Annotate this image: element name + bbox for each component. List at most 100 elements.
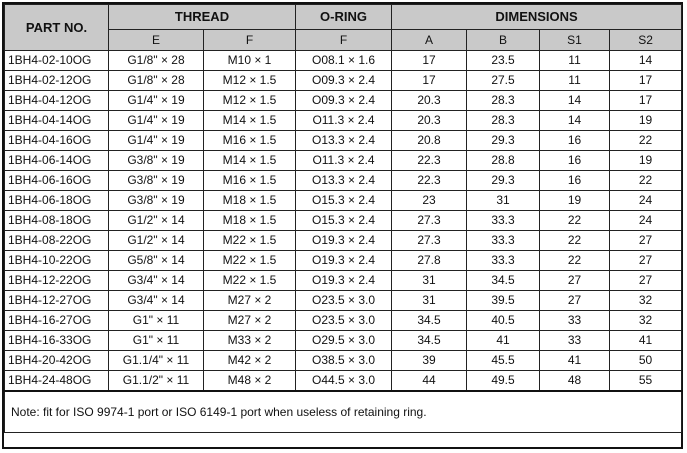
cell-thread-f: M33 × 2 [202, 330, 297, 351]
cell-thread-e: G1/2" × 14 [108, 210, 204, 231]
cell-thread-e: G1.1/2" × 11 [108, 370, 204, 392]
cell-oring-f: O44.5 × 3.0 [295, 370, 393, 392]
cell-dim-a: 34.5 [391, 330, 468, 351]
cell-part-no: 1BH4-08-18OG [4, 210, 109, 231]
cell-dim-a: 39 [391, 350, 468, 371]
cell-part-no: 1BH4-24-48OG [4, 370, 109, 392]
cell-oring-f: O23.5 × 3.0 [295, 310, 393, 331]
cell-part-no: 1BH4-16-33OG [4, 330, 109, 351]
cell-oring-f: O11.3 × 2.4 [295, 110, 393, 131]
table-row: 1BH4-08-18OG G1/2" × 14 M18 × 1.5 O15.3 × 2… [4, 210, 683, 231]
cell-dim-s2: 41 [609, 330, 683, 351]
cell-thread-e: G5/8" × 14 [108, 250, 204, 271]
table-row: 1BH4-10-22OG G5/8" × 14 M22 × 1.5 O19.3 × 2… [4, 250, 683, 271]
header-thread: THREAD [107, 4, 297, 30]
cell-dim-b: 31 [466, 190, 541, 211]
cell-dim-s2: 55 [609, 370, 683, 392]
cell-oring-f: O15.3 × 2.4 [295, 190, 393, 211]
cell-oring-f: O13.3 × 2.4 [295, 130, 393, 151]
cell-part-no: 1BH4-06-14OG [4, 150, 109, 171]
cell-part-no: 1BH4-02-12OG [4, 70, 109, 91]
cell-thread-e: G1" × 11 [108, 330, 204, 351]
cell-thread-f: M42 × 2 [202, 350, 297, 371]
subheader-thread-f: F [202, 29, 297, 51]
cell-thread-e: G1/2" × 14 [108, 230, 204, 251]
cell-thread-f: M16 × 1.5 [202, 130, 297, 151]
cell-dim-s1: 48 [539, 370, 611, 392]
spec-sheet: PART NO. THREAD O-RING DIMENSIONS E F F … [2, 2, 683, 449]
cell-oring-f: O08.1 × 1.6 [295, 50, 393, 71]
cell-thread-f: M27 × 2 [202, 290, 297, 311]
cell-dim-s1: 27 [539, 290, 611, 311]
cell-dim-b: 33.3 [466, 210, 541, 231]
subheader-dim-a: A [391, 29, 468, 51]
cell-dim-s1: 27 [539, 270, 611, 291]
cell-thread-f: M12 × 1.5 [202, 90, 297, 111]
cell-dim-b: 28.3 [466, 90, 541, 111]
table-row: 1BH4-24-48OG G1.1/2" × 11 M48 × 2 O44.5 × 3… [4, 370, 683, 392]
cell-thread-f: M22 × 1.5 [202, 250, 297, 271]
cell-dim-s2: 14 [609, 50, 683, 71]
cell-thread-f: M22 × 1.5 [202, 270, 297, 291]
cell-dim-s1: 22 [539, 210, 611, 231]
cell-dim-s2: 22 [609, 170, 683, 191]
header-oring: O-RING [295, 4, 393, 30]
table-header: PART NO. THREAD O-RING DIMENSIONS E F F … [4, 4, 683, 51]
cell-dim-b: 39.5 [466, 290, 541, 311]
cell-dim-s2: 27 [609, 230, 683, 251]
subheader-dim-b: B [466, 29, 541, 51]
cell-dim-s1: 16 [539, 130, 611, 151]
cell-dim-a: 17 [391, 50, 468, 71]
cell-dim-s2: 24 [609, 190, 683, 211]
cell-dim-a: 23 [391, 190, 468, 211]
table-row: 1BH4-06-14OG G3/8" × 19 M14 × 1.5 O11.3 × 2… [4, 150, 683, 171]
cell-oring-f: O29.5 × 3.0 [295, 330, 393, 351]
cell-oring-f: O11.3 × 2.4 [295, 150, 393, 171]
cell-dim-a: 31 [391, 290, 468, 311]
cell-dim-a: 27.3 [391, 230, 468, 251]
cell-dim-s2: 22 [609, 130, 683, 151]
cell-oring-f: O09.3 × 2.4 [295, 70, 393, 91]
cell-part-no: 1BH4-10-22OG [4, 250, 109, 271]
cell-dim-b: 28.3 [466, 110, 541, 131]
cell-dim-a: 20.3 [391, 90, 468, 111]
cell-thread-f: M12 × 1.5 [202, 70, 297, 91]
cell-dim-b: 29.3 [466, 130, 541, 151]
cell-part-no: 1BH4-08-22OG [4, 230, 109, 251]
cell-thread-f: M18 × 1.5 [202, 190, 297, 211]
cell-thread-e: G1/4" × 19 [108, 130, 204, 151]
cell-dim-s2: 27 [609, 270, 683, 291]
cell-thread-e: G3/8" × 19 [108, 170, 204, 191]
cell-dim-a: 27.8 [391, 250, 468, 271]
cell-thread-e: G1/8" × 28 [108, 70, 204, 91]
cell-dim-s1: 14 [539, 90, 611, 111]
cell-dim-s1: 16 [539, 150, 611, 171]
cell-dim-s2: 19 [609, 110, 683, 131]
cell-dim-b: 41 [466, 330, 541, 351]
cell-part-no: 1BH4-06-18OG [4, 190, 109, 211]
cell-thread-e: G1/8" × 28 [108, 50, 204, 71]
cell-dim-s1: 33 [539, 310, 611, 331]
cell-dim-a: 22.3 [391, 170, 468, 191]
cell-part-no: 1BH4-16-27OG [4, 310, 109, 331]
cell-dim-a: 20.3 [391, 110, 468, 131]
cell-dim-b: 40.5 [466, 310, 541, 331]
cell-oring-f: O13.3 × 2.4 [295, 170, 393, 191]
cell-thread-f: M22 × 1.5 [202, 230, 297, 251]
cell-thread-f: M27 × 2 [202, 310, 297, 331]
cell-thread-f: M14 × 1.5 [202, 150, 297, 171]
cell-oring-f: O19.3 × 2.4 [295, 270, 393, 291]
cell-oring-f: O09.3 × 2.4 [295, 90, 393, 111]
cell-dim-s1: 11 [539, 50, 611, 71]
cell-thread-f: M18 × 1.5 [202, 210, 297, 231]
cell-thread-e: G1/4" × 19 [108, 110, 204, 131]
cell-dim-s1: 11 [539, 70, 611, 91]
cell-dim-b: 29.3 [466, 170, 541, 191]
cell-dim-a: 20.8 [391, 130, 468, 151]
table-row: 1BH4-12-27OG G3/4" × 14 M27 × 2 O23.5 × 3.0… [4, 290, 683, 311]
table-row: 1BH4-04-14OG G1/4" × 19 M14 × 1.5 O11.3 × 2… [4, 110, 683, 131]
cell-oring-f: O38.5 × 3.0 [295, 350, 393, 371]
cell-dim-a: 17 [391, 70, 468, 91]
cell-dim-s2: 17 [609, 70, 683, 91]
cell-dim-s2: 27 [609, 250, 683, 271]
